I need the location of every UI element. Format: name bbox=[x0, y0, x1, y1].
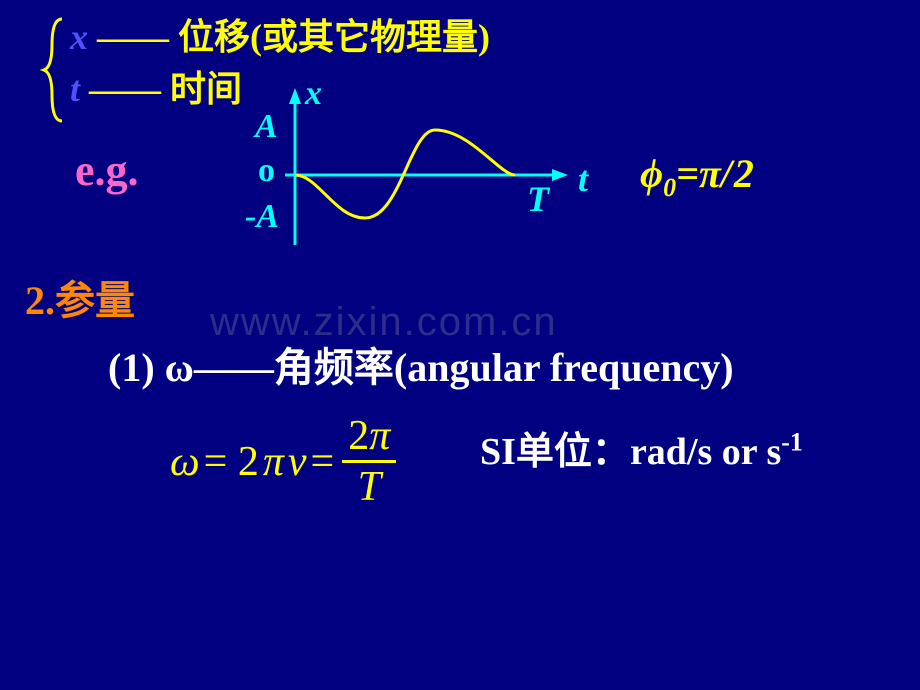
f-eq2: = bbox=[311, 438, 335, 486]
unit-val: rad/s or s bbox=[630, 431, 781, 473]
section-num: 2. bbox=[25, 278, 55, 323]
formula-omega: ω = 2πν = 2π T bbox=[170, 415, 396, 508]
pos-A-label: A bbox=[255, 108, 278, 146]
f-nu: ν bbox=[288, 438, 307, 486]
phase-half: /2 bbox=[721, 151, 756, 196]
param1-en: (angular frequency) bbox=[394, 345, 734, 390]
si-unit: SI单位：rad/s or s-1 bbox=[480, 420, 803, 475]
section-title: 参量 bbox=[55, 278, 135, 323]
origin-label: o bbox=[258, 152, 275, 190]
param-1-line: (1) ω——角频率(angular frequency) bbox=[108, 335, 734, 393]
frac-den: T bbox=[352, 466, 387, 508]
T-label: T bbox=[527, 178, 549, 220]
phase-pi: π bbox=[699, 151, 721, 196]
unit-sup: -1 bbox=[781, 427, 803, 456]
phase-note: ϕ0=π/2 bbox=[640, 150, 756, 203]
omega-symbol: ω bbox=[165, 345, 194, 390]
frac-bar bbox=[342, 460, 396, 463]
section-2: 2.参量 bbox=[25, 268, 135, 326]
f-omega: ω bbox=[170, 438, 200, 486]
sine-chart bbox=[0, 0, 920, 300]
t-axis-label: t bbox=[578, 158, 588, 200]
unit-prefix: SI单位： bbox=[480, 431, 630, 473]
fraction: 2π T bbox=[342, 415, 396, 508]
y-axis-label: x bbox=[305, 75, 322, 113]
f-pi1: π bbox=[263, 438, 284, 486]
phase-eq: = bbox=[676, 151, 699, 196]
phi-sub: 0 bbox=[663, 173, 676, 202]
phi-symbol: ϕ bbox=[640, 151, 663, 196]
neg-A-label: -A bbox=[245, 198, 279, 236]
param1-cn: 角频率 bbox=[274, 345, 394, 390]
param1-num: (1) bbox=[108, 345, 155, 390]
frac-num-pi: π bbox=[369, 413, 390, 459]
frac-num-2: 2 bbox=[348, 413, 369, 459]
f-eq1: = 2 bbox=[204, 438, 259, 486]
param1-dash: —— bbox=[194, 345, 274, 390]
